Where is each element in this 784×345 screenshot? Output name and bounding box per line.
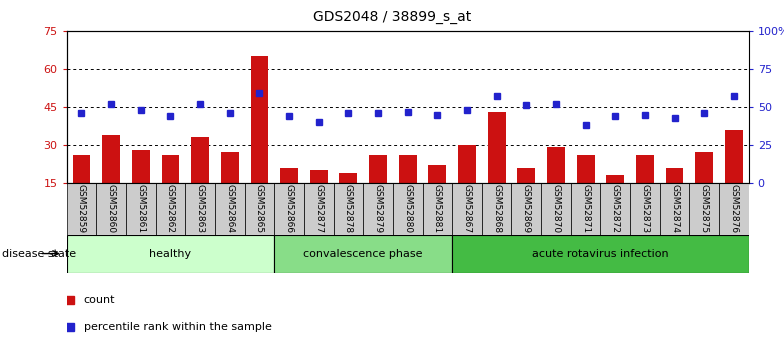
Text: healthy: healthy bbox=[150, 249, 191, 258]
Bar bbox=[577, 155, 594, 221]
Bar bbox=[304, 183, 333, 235]
Bar bbox=[73, 155, 90, 221]
Bar bbox=[251, 56, 268, 221]
Bar bbox=[274, 235, 452, 273]
Text: GSM52881: GSM52881 bbox=[433, 184, 442, 233]
Bar bbox=[428, 165, 446, 221]
Bar bbox=[102, 135, 120, 221]
Bar bbox=[517, 168, 535, 221]
Bar bbox=[162, 155, 180, 221]
Bar bbox=[339, 173, 358, 221]
Text: GSM52863: GSM52863 bbox=[195, 184, 205, 233]
Bar bbox=[67, 183, 96, 235]
Bar bbox=[689, 183, 719, 235]
Bar bbox=[221, 152, 238, 221]
Bar bbox=[606, 175, 624, 221]
Bar bbox=[695, 152, 713, 221]
Bar bbox=[541, 183, 571, 235]
Text: GSM52872: GSM52872 bbox=[611, 184, 620, 233]
Text: GSM52870: GSM52870 bbox=[551, 184, 561, 233]
Bar bbox=[155, 183, 185, 235]
Bar bbox=[126, 183, 155, 235]
Bar bbox=[363, 183, 393, 235]
Text: GSM52878: GSM52878 bbox=[344, 184, 353, 233]
Bar bbox=[571, 183, 601, 235]
Text: GSM52861: GSM52861 bbox=[136, 184, 145, 233]
Bar bbox=[482, 183, 511, 235]
Text: GSM52874: GSM52874 bbox=[670, 184, 679, 233]
Text: percentile rank within the sample: percentile rank within the sample bbox=[84, 322, 271, 332]
Bar bbox=[96, 183, 126, 235]
Text: GSM52860: GSM52860 bbox=[107, 184, 115, 233]
Bar bbox=[452, 235, 749, 273]
Text: acute rotavirus infection: acute rotavirus infection bbox=[532, 249, 669, 258]
Text: GSM52868: GSM52868 bbox=[492, 184, 501, 233]
Text: GSM52869: GSM52869 bbox=[522, 184, 531, 233]
Text: GSM52865: GSM52865 bbox=[255, 184, 264, 233]
Text: GSM52876: GSM52876 bbox=[729, 184, 739, 233]
Bar bbox=[280, 168, 298, 221]
Bar bbox=[458, 145, 476, 221]
Text: GSM52864: GSM52864 bbox=[225, 184, 234, 233]
Text: GSM52877: GSM52877 bbox=[314, 184, 323, 233]
Text: GSM52862: GSM52862 bbox=[166, 184, 175, 233]
Text: GSM52867: GSM52867 bbox=[463, 184, 471, 233]
Text: GSM52880: GSM52880 bbox=[403, 184, 412, 233]
Bar bbox=[511, 183, 541, 235]
Bar bbox=[185, 183, 215, 235]
Bar bbox=[636, 155, 654, 221]
Bar bbox=[399, 155, 416, 221]
Text: count: count bbox=[84, 296, 115, 305]
Bar bbox=[630, 183, 660, 235]
Bar bbox=[369, 155, 387, 221]
Bar bbox=[488, 112, 506, 221]
Text: GSM52879: GSM52879 bbox=[373, 184, 383, 233]
Bar bbox=[274, 183, 304, 235]
Bar bbox=[719, 183, 749, 235]
Bar bbox=[601, 183, 630, 235]
Text: convalescence phase: convalescence phase bbox=[303, 249, 423, 258]
Bar bbox=[333, 183, 363, 235]
Bar bbox=[423, 183, 452, 235]
Bar bbox=[393, 183, 423, 235]
Text: GSM52875: GSM52875 bbox=[700, 184, 709, 233]
Bar bbox=[660, 183, 689, 235]
Bar bbox=[132, 150, 150, 221]
Bar bbox=[245, 183, 274, 235]
Text: GSM52873: GSM52873 bbox=[641, 184, 649, 233]
Bar bbox=[547, 147, 564, 221]
Text: GSM52859: GSM52859 bbox=[77, 184, 86, 233]
Text: GSM52871: GSM52871 bbox=[581, 184, 590, 233]
Bar bbox=[215, 183, 245, 235]
Bar bbox=[725, 130, 742, 221]
Bar bbox=[191, 137, 209, 221]
Bar bbox=[310, 170, 328, 221]
Bar bbox=[666, 168, 684, 221]
Bar bbox=[452, 183, 482, 235]
Text: disease state: disease state bbox=[2, 249, 77, 258]
Bar bbox=[67, 235, 274, 273]
Text: GSM52866: GSM52866 bbox=[285, 184, 293, 233]
Text: GDS2048 / 38899_s_at: GDS2048 / 38899_s_at bbox=[313, 10, 471, 24]
